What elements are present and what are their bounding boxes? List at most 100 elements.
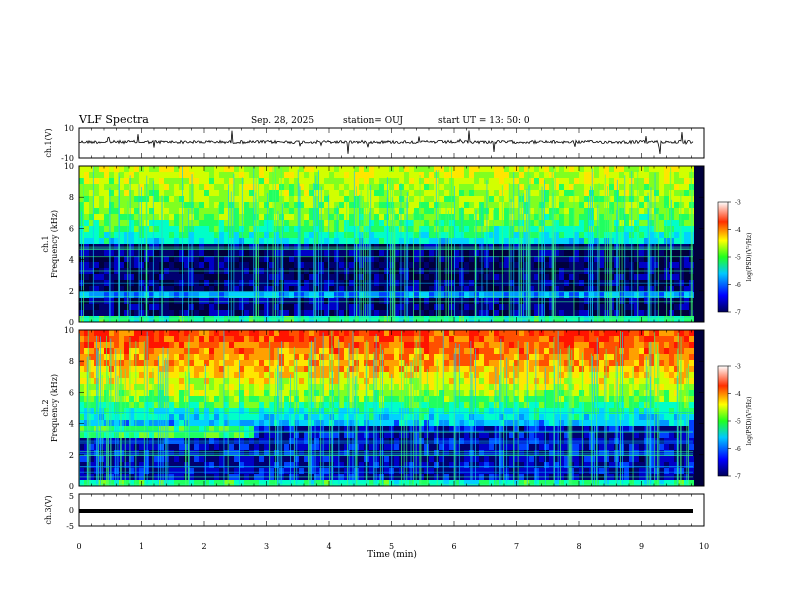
spectrogram-cell — [99, 372, 104, 379]
spectrogram-cell — [519, 184, 524, 191]
spectrogram-cell — [139, 420, 144, 427]
spectrogram-cell — [234, 202, 239, 209]
spectrogram-cell — [384, 310, 389, 317]
spectrogram-cell — [189, 310, 194, 317]
spectrogram-cell — [179, 420, 184, 427]
spectrogram-cell — [134, 310, 139, 317]
spectrogram-cell — [154, 262, 159, 269]
spectrogram-cell — [499, 316, 504, 323]
spectrogram-cell — [419, 184, 424, 191]
spectrogram-cell — [119, 202, 124, 209]
spectrogram-cell — [259, 220, 264, 227]
spectrogram-cell — [319, 402, 324, 409]
spectrogram-cell — [299, 166, 304, 173]
spectrogram-cell — [179, 462, 184, 469]
spectrogram-cell — [294, 310, 299, 317]
spectrogram-cell — [194, 390, 199, 397]
spectrogram-cell — [354, 172, 359, 179]
spectrogram-cell — [544, 190, 549, 197]
spectrogram-cell — [379, 286, 384, 293]
spectrogram-cell — [674, 262, 679, 269]
spectrogram-cell — [199, 202, 204, 209]
spectrogram-cell — [149, 456, 154, 463]
spectrogram-cell — [284, 390, 289, 397]
spectrogram-cell — [324, 480, 329, 487]
spectrogram-cell — [189, 226, 194, 233]
spectrogram-cell — [239, 178, 244, 185]
spectrogram-cell — [564, 304, 569, 311]
spectrogram-cell — [269, 456, 274, 463]
spectrogram-cell — [514, 178, 519, 185]
spectrogram-cell — [334, 184, 339, 191]
spectrogram-cell — [204, 366, 209, 373]
spectrogram-cell — [224, 354, 229, 361]
sferic-streak — [501, 185, 503, 322]
spectrogram-cell — [239, 166, 244, 173]
spectrogram-cell — [214, 462, 219, 469]
spectrogram-cell — [149, 408, 154, 415]
spectrogram-cell — [394, 184, 399, 191]
spectrogram-cell — [209, 166, 214, 173]
spectrogram-cell — [284, 336, 289, 343]
spectrogram-cell — [434, 166, 439, 173]
spectrogram-cell — [299, 348, 304, 355]
spectrogram-cell — [204, 238, 209, 245]
spectrogram-cell — [294, 220, 299, 227]
spectrogram-cell — [79, 462, 84, 469]
spectrogram-cell — [169, 256, 174, 263]
spectrogram-cell — [664, 172, 669, 179]
spectrogram-cell — [229, 330, 234, 337]
spectrogram-cell — [579, 196, 584, 203]
spectrogram-cell — [679, 166, 684, 173]
spectrogram-cell — [644, 190, 649, 197]
spectrogram-cell — [134, 330, 139, 337]
spectrogram-cell — [424, 274, 429, 281]
spectrogram-cell — [124, 354, 129, 361]
spectrogram-cell — [134, 304, 139, 311]
spectrogram-cell — [159, 414, 164, 421]
spectrogram-cell — [124, 208, 129, 215]
spectrogram-cell — [199, 348, 204, 355]
sferic-streak — [81, 211, 82, 322]
spectrogram-cell — [304, 360, 309, 367]
spectrogram-cell — [409, 196, 414, 203]
spectrogram-cell — [159, 342, 164, 349]
spectrogram-cell — [174, 232, 179, 239]
spectrogram-cell — [114, 420, 119, 427]
spectrogram-cell — [219, 456, 224, 463]
spectrogram-cell — [339, 414, 344, 421]
spectrogram-cell — [514, 286, 519, 293]
ch1-colorbar-ticks: -3-4-5-6-7 — [728, 200, 741, 317]
spectrogram-cell — [364, 232, 369, 239]
spectrogram-cell — [284, 348, 289, 355]
spectrogram-cell — [639, 178, 644, 185]
sferic-streak — [670, 167, 672, 322]
spectrogram-cell — [654, 214, 659, 221]
spectrogram-cell — [104, 298, 109, 305]
spectrogram-cell — [164, 172, 169, 179]
spectrogram-cell — [169, 262, 174, 269]
spectrogram-cell — [219, 172, 224, 179]
spectrogram-cell — [319, 396, 324, 403]
spectrogram-cell — [289, 480, 294, 487]
spectrogram-cell — [254, 166, 259, 173]
spectrogram-cell — [644, 292, 649, 299]
sferic-streak — [554, 167, 556, 322]
spectrogram-cell — [184, 184, 189, 191]
spectrogram-cell — [649, 214, 654, 221]
spectrogram-cell — [209, 432, 214, 439]
spectrogram-cell — [284, 196, 289, 203]
spectrogram-cell — [259, 426, 264, 433]
spectrogram-cell — [244, 342, 249, 349]
spectrogram-cell — [289, 390, 294, 397]
spectrogram-cell — [169, 178, 174, 185]
spectrogram-cell — [159, 402, 164, 409]
spectrogram-cell — [179, 414, 184, 421]
spectrogram-cell — [114, 354, 119, 361]
spectrogram-cell — [414, 310, 419, 317]
spectrogram-cell — [299, 402, 304, 409]
spectrogram-cell — [649, 238, 654, 245]
spectrogram-cell — [659, 250, 664, 257]
spectrogram-cell — [119, 330, 124, 337]
spectrogram-cell — [99, 196, 104, 203]
